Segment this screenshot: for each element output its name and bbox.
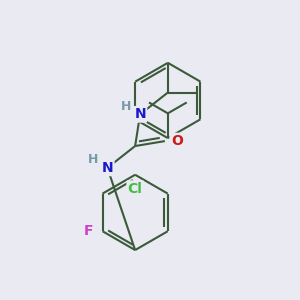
Text: F: F xyxy=(84,224,93,238)
Text: H: H xyxy=(88,153,99,167)
Text: H: H xyxy=(121,100,131,113)
Text: N: N xyxy=(134,107,146,121)
Text: N: N xyxy=(102,161,113,175)
Text: O: O xyxy=(171,134,183,148)
Text: Cl: Cl xyxy=(128,182,142,196)
